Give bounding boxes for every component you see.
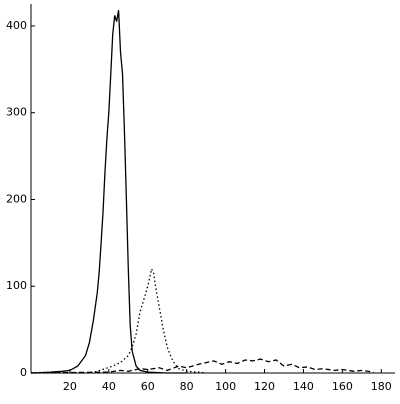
x-tick-label: 60 bbox=[141, 380, 155, 393]
data-line bbox=[30, 10, 187, 374]
y-tick-label: 400 bbox=[6, 19, 27, 32]
x-tick-label: 140 bbox=[293, 380, 314, 393]
x-tick-label: 40 bbox=[102, 380, 116, 393]
x-tick-label: 80 bbox=[180, 380, 194, 393]
data-line bbox=[30, 358, 374, 374]
y-tick-label: 100 bbox=[6, 279, 27, 292]
y-tick-label: 0 bbox=[20, 366, 27, 379]
data-line bbox=[31, 266, 207, 374]
x-tick-label: 160 bbox=[332, 380, 353, 393]
x-tick-label: 180 bbox=[371, 380, 392, 393]
y-tick-label: 300 bbox=[6, 106, 27, 119]
x-tick-label: 20 bbox=[63, 380, 77, 393]
y-tick-label: 200 bbox=[6, 192, 27, 205]
x-tick-label: 120 bbox=[254, 380, 275, 393]
x-tick-label: 100 bbox=[215, 380, 236, 393]
